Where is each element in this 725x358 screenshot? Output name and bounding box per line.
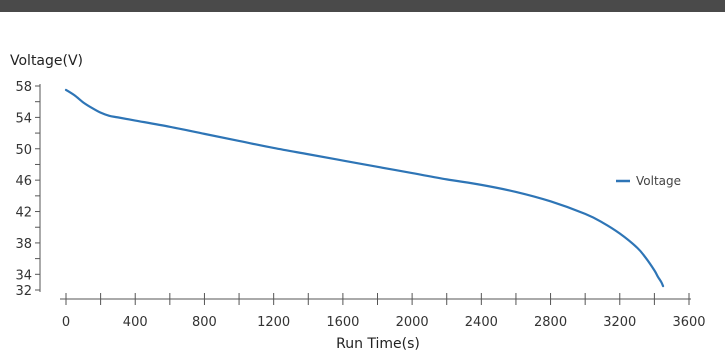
legend: Voltage [616,174,681,188]
series-line-voltage [64,88,665,288]
y-tick-label: 50 [15,143,32,158]
y-tick-label: 42 [15,206,32,221]
y-tick-label: 38 [15,237,32,252]
y-axis-title: Voltage(V) [10,53,83,69]
y-tick-label: 54 [15,111,32,126]
x-tick-label: 1600 [326,315,359,330]
top-bar [0,0,725,12]
x-tick-label: 3600 [672,315,705,330]
y-tick-label: 34 [15,268,32,283]
x-tick-label: 400 [123,315,148,330]
x-axis: 0 400 800 1200 1600 2000 2400 2800 3200 3600 [60,293,706,330]
x-axis-title: Run Time(s) [336,336,420,352]
x-tick-label: 2000 [396,315,429,330]
x-tick-label: 2800 [534,315,567,330]
x-tick-label: 800 [192,315,217,330]
x-tick-label: 0 [62,315,70,330]
y-tick-label: 32 [15,284,32,299]
y-tick-label: 46 [15,174,32,189]
x-tick-label: 3200 [603,315,636,330]
y-tick-label: 58 [15,80,32,95]
chart-container: Voltage(V) 32 34 38 42 46 50 54 58 0 400 800 1200 1… [0,12,725,354]
x-tick-label: 1200 [257,315,290,330]
series-layer [64,88,665,288]
legend-label-voltage: Voltage [636,174,681,188]
x-tick-label: 2400 [465,315,498,330]
